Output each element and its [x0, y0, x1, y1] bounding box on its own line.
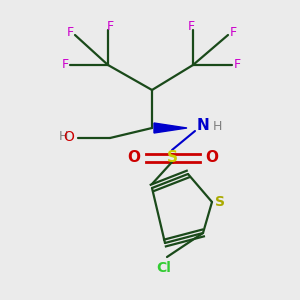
Polygon shape: [154, 123, 187, 133]
Text: F: F: [106, 20, 114, 34]
Text: F: F: [61, 58, 69, 71]
Text: S: S: [167, 151, 178, 166]
Text: F: F: [233, 58, 241, 71]
Text: H: H: [58, 130, 68, 143]
Text: O: O: [128, 149, 140, 164]
Text: H: H: [212, 119, 222, 133]
Text: S: S: [215, 195, 225, 209]
Text: O: O: [63, 130, 74, 144]
Text: O: O: [206, 149, 218, 164]
Text: F: F: [188, 20, 195, 34]
Text: N: N: [196, 118, 209, 134]
Text: F: F: [66, 26, 74, 38]
Text: Cl: Cl: [157, 261, 171, 275]
Text: F: F: [230, 26, 237, 38]
